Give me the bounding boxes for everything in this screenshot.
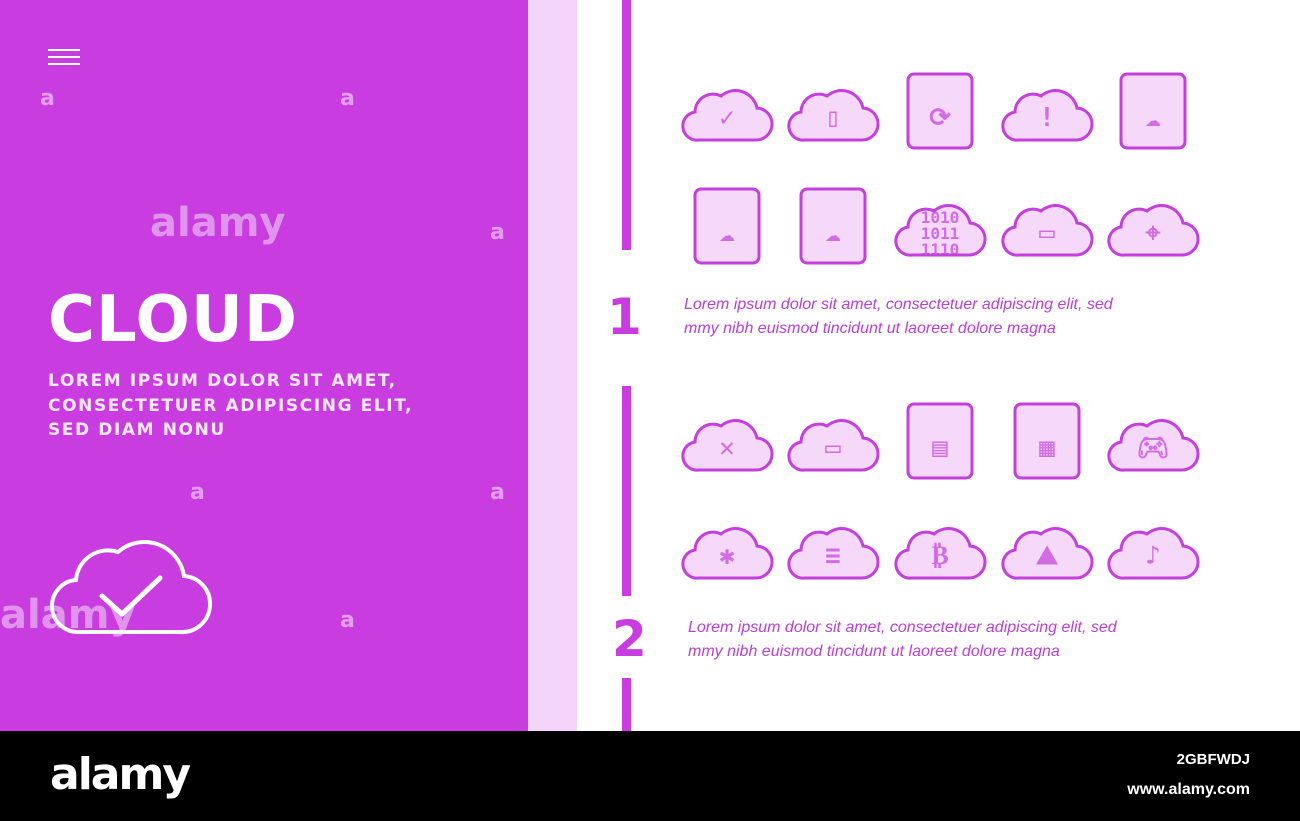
svg-text:✓: ✓	[719, 103, 735, 133]
text-line: mmy nibh euismod tincidunt ut laoreet do…	[684, 320, 1056, 337]
section-text: Lorem ipsum dolor sit amet, consectetuer…	[688, 616, 1117, 664]
cloud-book-icon: ▯	[783, 60, 883, 160]
svg-text:🎮︎: 🎮︎	[1136, 433, 1169, 463]
phone-cloud-icon: ▦	[997, 390, 1097, 490]
page-title: CLOUD	[48, 283, 298, 357]
cloud-warning-icon: !	[997, 60, 1097, 160]
section-number: 2	[612, 610, 647, 668]
divider-line	[622, 386, 631, 596]
svg-text:▯: ▯	[825, 103, 841, 133]
watermark: a	[340, 608, 355, 633]
cloud-check-icon: ✓	[677, 60, 777, 160]
svg-text:✱: ✱	[719, 541, 735, 571]
subtitle-line: SED DIAM NONU	[48, 420, 226, 440]
divider-line	[622, 678, 631, 731]
svg-text:✕: ✕	[719, 433, 735, 463]
svg-text:☁: ☁	[825, 218, 841, 248]
svg-text:▭: ▭	[825, 433, 841, 463]
shield-cloud-icon: ☁	[677, 175, 777, 275]
image-id: 2GBFWDJ	[1176, 751, 1250, 768]
text-line: mmy nibh euismod tincidunt ut laoreet do…	[688, 643, 1060, 660]
folder-cloud-icon: ☁	[783, 175, 883, 275]
svg-text:▦: ▦	[1039, 433, 1055, 463]
text-line: Lorem ipsum dolor sit amet, consectetuer…	[688, 619, 1117, 636]
section-number: 1	[607, 288, 642, 346]
server-rack-icon: ▤	[890, 390, 990, 490]
text-line: Lorem ipsum dolor sit amet, consectetuer…	[684, 296, 1113, 313]
svg-text:☁: ☁	[1145, 103, 1161, 133]
cloud-music-icon: ♪	[1103, 498, 1203, 598]
hero-subtitle: LOREM IPSUM DOLOR SIT AMET, CONSECTETUER…	[48, 369, 413, 443]
cloud-bug-icon: ✱	[677, 498, 777, 598]
svg-text:⌖: ⌖	[1146, 218, 1161, 248]
svg-text:▤: ▤	[932, 433, 948, 463]
svg-text:☁: ☁	[719, 218, 735, 248]
alamy-logo: alamy	[50, 749, 191, 800]
site-url: www.alamy.com	[1127, 781, 1250, 798]
monitor-cloud-icon: ☁	[1103, 60, 1203, 160]
svg-text:⛰: ⛰	[1035, 541, 1058, 571]
svg-text:₿: ₿	[931, 541, 948, 571]
svg-text:▭: ▭	[1039, 218, 1055, 248]
watermark: alamy	[0, 592, 136, 638]
hamburger-icon[interactable]	[48, 49, 80, 67]
watermark: a	[490, 480, 505, 505]
divider-line	[622, 0, 631, 250]
cloud-error-icon: ✕	[677, 390, 777, 490]
subtitle-line: CONSECTETUER ADIPISCING ELIT,	[48, 395, 414, 416]
svg-text:≡: ≡	[825, 541, 841, 571]
svg-text:1011: 1011	[921, 224, 960, 243]
cloud-check-icon	[46, 522, 218, 644]
cloud-chat-icon: ≡	[783, 498, 883, 598]
sync-devices-icon: ⟳	[890, 60, 990, 160]
cloud-binary-icon: 1010 1011 1110	[890, 175, 990, 275]
watermark: alamy	[150, 200, 286, 246]
subtitle-line: LOREM IPSUM DOLOR SIT AMET,	[48, 371, 397, 391]
cloud-card-icon: ▭	[783, 390, 883, 490]
svg-text:1110: 1110	[921, 240, 960, 259]
watermark: a	[190, 480, 205, 505]
watermark: a	[40, 86, 55, 111]
watermark: a	[340, 86, 355, 111]
footer-bar: alamy 2GBFWDJ www.alamy.com	[0, 731, 1300, 821]
section-text: Lorem ipsum dolor sit amet, consectetuer…	[684, 293, 1113, 341]
cloud-gaming-icon: 🎮︎	[1103, 390, 1203, 490]
cloud-password-icon: ▭	[997, 175, 1097, 275]
accent-stripe	[528, 0, 577, 731]
svg-text:⟳: ⟳	[929, 103, 951, 133]
svg-text:!: !	[1039, 103, 1055, 133]
watermark: a	[490, 220, 505, 245]
hero-panel	[0, 0, 528, 731]
cloud-location-icon: ⌖	[1103, 175, 1203, 275]
svg-text:1010: 1010	[921, 208, 960, 227]
cloud-bitcoin-icon: ₿	[890, 498, 990, 598]
cloud-image-icon: ⛰	[997, 498, 1097, 598]
svg-text:♪: ♪	[1145, 541, 1161, 571]
